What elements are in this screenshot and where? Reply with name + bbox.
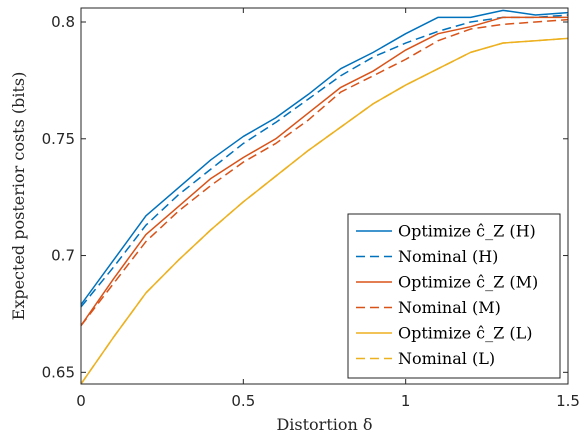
legend-label: Nominal (L) — [398, 349, 495, 368]
legend-item: Nominal (L) — [356, 349, 495, 368]
series-line-0 — [81, 9, 568, 306]
legend: Optimize ĉ_Z (H) Nominal (H) Optimize ĉ_Z … — [347, 213, 561, 379]
legend-item: Optimize ĉ_Z (M) — [356, 273, 538, 292]
legend-box — [347, 213, 561, 379]
x-tick-label: 1.5 — [556, 392, 580, 410]
x-axis-label: Distortion δ — [276, 415, 372, 434]
y-tick-label: 0.7 — [51, 247, 75, 265]
legend-label: Nominal (H) — [398, 247, 498, 266]
series-line-2 — [81, 16, 568, 327]
series-line-3 — [81, 18, 568, 327]
legend-item: Nominal (H) — [356, 247, 498, 266]
y-tick-label: 0.65 — [42, 363, 75, 381]
legend-label: Nominal (M) — [398, 298, 501, 317]
legend-label: Optimize ĉ_Z (H) — [398, 222, 536, 241]
legend-label: Optimize ĉ_Z (M) — [398, 273, 538, 292]
y-tick-label: 0.75 — [42, 130, 75, 148]
series-line-5 — [81, 37, 568, 384]
tick-layer: 0 0.5 1 1.5 0.65 0.7 0.75 0.8 — [42, 8, 580, 410]
series-layer — [81, 9, 568, 384]
series-line-1 — [81, 14, 568, 308]
x-tick-label: 1 — [401, 392, 411, 410]
plot-frame — [80, 7, 569, 385]
legend-label: Optimize ĉ_Z (L) — [398, 324, 532, 343]
legend-item: Optimize ĉ_Z (H) — [356, 222, 536, 241]
y-axis-label: Expected posterior costs (bits) — [9, 72, 28, 321]
x-tick-label: 0.5 — [231, 392, 255, 410]
y-tick-label: 0.8 — [51, 13, 75, 31]
x-tick-label: 0 — [76, 392, 86, 410]
legend-item: Optimize ĉ_Z (L) — [356, 324, 532, 343]
legend-item: Nominal (M) — [356, 298, 501, 317]
